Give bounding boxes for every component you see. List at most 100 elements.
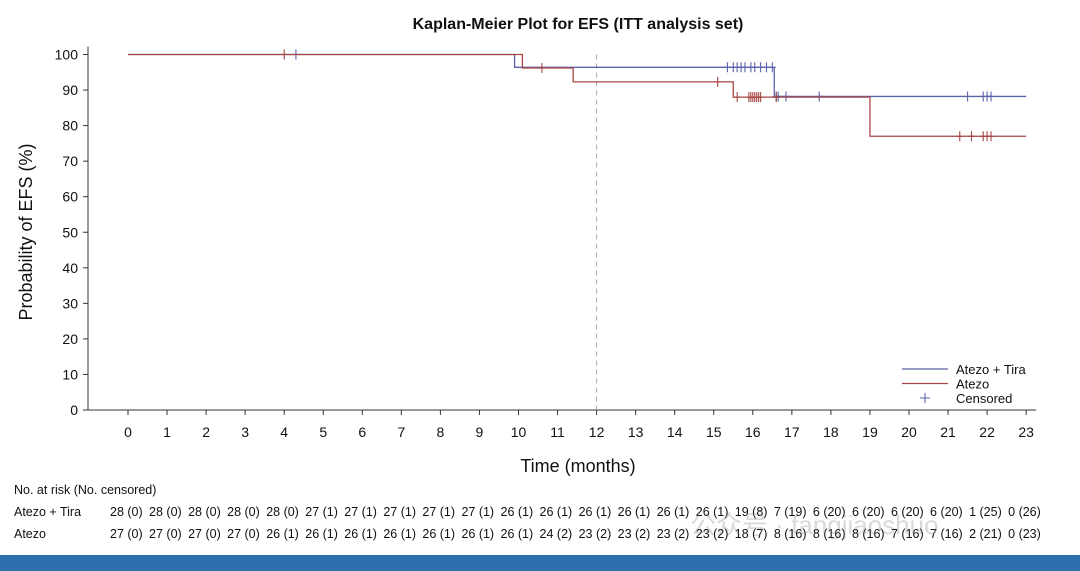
censored-mark	[956, 131, 964, 142]
legend-label-0: Atezo + Tira	[956, 362, 1026, 377]
censored-mark	[964, 91, 972, 102]
risk-cell: 26 (1)	[656, 505, 690, 519]
risk-cell: 26 (1)	[422, 527, 456, 541]
legend-label-2: Censored	[956, 391, 1012, 406]
censored-mark	[723, 62, 731, 73]
risk-cell: 26 (1)	[500, 505, 534, 519]
x-tick-label: 21	[940, 424, 956, 440]
censored-mark	[757, 92, 765, 103]
risk-cell: 28 (0)	[188, 505, 221, 519]
y-tick-label: 10	[62, 366, 78, 382]
y-tick-label: 0	[70, 402, 78, 418]
x-tick-label: 22	[979, 424, 995, 440]
x-tick-label: 6	[358, 424, 366, 440]
x-tick-label: 7	[397, 424, 405, 440]
censored-mark	[768, 62, 776, 73]
risk-cell: 7 (16)	[891, 527, 924, 541]
x-tick-label: 5	[319, 424, 327, 440]
km-curve-series-1	[128, 53, 1027, 137]
risk-cell: 27 (1)	[461, 505, 495, 519]
x-tick-label: 19	[862, 424, 878, 440]
x-tick-label: 18	[823, 424, 839, 440]
censored-mark	[714, 76, 722, 87]
y-tick-label: 30	[62, 295, 78, 311]
x-tick-label: 8	[437, 424, 445, 440]
risk-cell: 27 (1)	[422, 505, 456, 519]
censored-mark	[967, 131, 975, 142]
risk-cell: 23 (2)	[578, 527, 612, 541]
legend-label-1: Atezo	[956, 377, 989, 392]
risk-row-label: Atezo	[14, 527, 46, 541]
risk-cell: 26 (1)	[695, 505, 729, 519]
risk-cell: 8 (16)	[851, 527, 885, 541]
x-tick-label: 15	[706, 424, 722, 440]
censored-mark	[741, 62, 749, 73]
risk-cell: 26 (1)	[461, 527, 495, 541]
censored-mark	[733, 92, 741, 103]
censored-mark	[751, 62, 759, 73]
x-tick-label: 1	[163, 424, 171, 440]
risk-cell: 26 (1)	[266, 527, 299, 541]
risk-cell: 27 (1)	[383, 505, 416, 519]
risk-cell: 26 (1)	[539, 505, 573, 519]
risk-cell: 8 (16)	[812, 527, 846, 541]
risk-cell: 26 (1)	[305, 527, 338, 541]
risk-cell: 19 (8)	[734, 505, 768, 519]
watermark: 公众号 · fangjiaoshuo	[690, 510, 939, 540]
y-tick-label: 70	[62, 153, 78, 169]
risk-cell: 27 (1)	[305, 505, 338, 519]
risk-cell: 7 (19)	[773, 505, 807, 519]
risk-cell: 0 (26)	[1008, 505, 1041, 519]
y-tick-label: 100	[55, 47, 79, 63]
x-tick-label: 4	[280, 424, 288, 440]
censored-mark	[987, 131, 995, 142]
risk-cell: 26 (1)	[617, 505, 651, 519]
y-tick-label: 20	[62, 331, 78, 347]
risk-cell: 7 (16)	[930, 527, 963, 541]
censored-mark	[772, 92, 780, 103]
risk-cell: 27 (0)	[149, 527, 182, 541]
chart-title: Kaplan-Meier Plot for EFS (ITT analysis …	[413, 16, 744, 33]
y-axis-label: Probability of EFS (%)	[16, 143, 36, 320]
risk-cell: 26 (1)	[383, 527, 416, 541]
censored-mark	[815, 91, 823, 102]
censored-mark	[762, 62, 770, 73]
risk-cell: 26 (1)	[578, 505, 612, 519]
risk-cell: 27 (0)	[227, 527, 260, 541]
risk-cell: 23 (2)	[656, 527, 690, 541]
y-tick-label: 90	[62, 82, 78, 98]
x-tick-label: 13	[628, 424, 644, 440]
km-curve-series-0	[128, 53, 1027, 98]
y-tick-label: 50	[62, 224, 78, 240]
risk-cell: 2 (21)	[969, 527, 1002, 541]
risk-cell: 0 (23)	[1008, 527, 1041, 541]
x-tick-label: 0	[124, 424, 132, 440]
censored-mark	[280, 49, 288, 60]
censored-mark	[757, 62, 765, 73]
x-tick-label: 17	[784, 424, 800, 440]
risk-cell: 28 (0)	[266, 505, 299, 519]
x-axis-label: Time (months)	[520, 456, 635, 476]
risk-cell: 24 (2)	[539, 527, 573, 541]
x-tick-label: 2	[202, 424, 210, 440]
risk-cell: 27 (0)	[110, 527, 143, 541]
x-tick-label: 12	[589, 424, 605, 440]
x-tick-label: 16	[745, 424, 761, 440]
x-tick-label: 14	[667, 424, 683, 440]
risk-table-title: No. at risk (No. censored)	[14, 483, 157, 497]
kaplan-meier-chart: Kaplan-Meier Plot for EFS (ITT analysis …	[16, 16, 1037, 476]
censored-mark	[538, 63, 546, 74]
risk-row-atezo: Atezo 27 (0) 27 (0) 27 (0) 27 (0) 26 (1) 26 (1…	[0, 527, 1080, 547]
risk-cell: 28 (0)	[110, 505, 143, 519]
risk-cell: 18 (7)	[734, 527, 768, 541]
censored-mark	[782, 91, 790, 102]
y-tick-label: 80	[62, 118, 78, 134]
x-tick-label: 23	[1018, 424, 1034, 440]
risk-row-atezo-tira: Atezo + Tira 28 (0) 28 (0) 28 (0) 28 (0) 28 (…	[0, 505, 1080, 525]
risk-cell: 23 (2)	[695, 527, 729, 541]
risk-cell: 27 (0)	[188, 527, 221, 541]
bottom-bar	[0, 555, 1080, 571]
y-tick-label: 60	[62, 189, 78, 205]
